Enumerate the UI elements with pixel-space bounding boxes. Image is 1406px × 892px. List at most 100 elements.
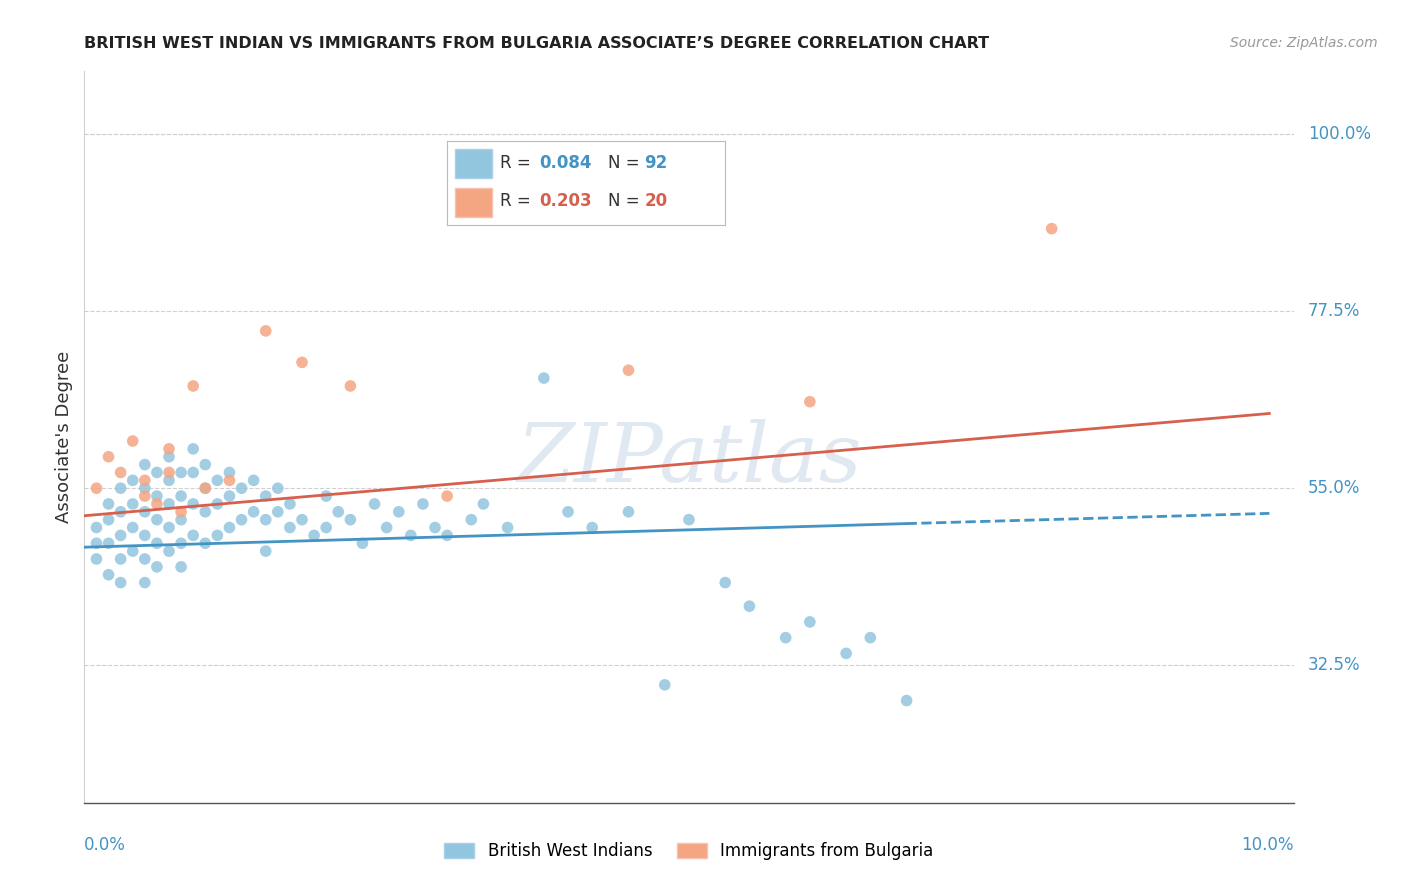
Point: [170, 513, 193, 527]
Point: [218, 473, 240, 487]
Point: [278, 520, 301, 534]
Point: [291, 355, 314, 369]
Point: [242, 505, 264, 519]
Point: [231, 513, 253, 527]
Point: [775, 631, 797, 645]
Point: [110, 505, 132, 519]
Point: [218, 520, 240, 534]
Point: [157, 473, 180, 487]
Point: [896, 693, 918, 707]
Point: [231, 481, 253, 495]
Point: [121, 473, 143, 487]
Point: [218, 489, 240, 503]
Point: [218, 466, 240, 480]
Text: 77.5%: 77.5%: [1308, 302, 1361, 320]
Point: [121, 544, 143, 558]
Point: [678, 513, 700, 527]
Point: [157, 497, 180, 511]
Point: [134, 505, 156, 519]
Text: R =: R =: [501, 193, 536, 211]
Point: [617, 363, 640, 377]
Point: [181, 379, 204, 393]
Point: [134, 552, 156, 566]
Point: [97, 536, 120, 550]
Point: [97, 567, 120, 582]
Point: [86, 552, 108, 566]
Point: [146, 536, 169, 550]
Point: [110, 575, 132, 590]
Point: [328, 505, 350, 519]
Point: [1040, 221, 1063, 235]
Point: [496, 520, 519, 534]
Point: [181, 466, 204, 480]
Point: [352, 536, 374, 550]
Point: [654, 678, 676, 692]
Point: [97, 513, 120, 527]
Point: [170, 489, 193, 503]
Text: 0.203: 0.203: [538, 193, 592, 211]
Point: [242, 473, 264, 487]
Point: [121, 520, 143, 534]
Text: 10.0%: 10.0%: [1241, 836, 1294, 854]
Text: 55.0%: 55.0%: [1308, 479, 1361, 497]
Point: [170, 505, 193, 519]
Point: [97, 450, 120, 464]
Point: [267, 505, 290, 519]
FancyBboxPatch shape: [456, 188, 492, 217]
Point: [581, 520, 603, 534]
Point: [181, 528, 204, 542]
Point: [799, 394, 821, 409]
Text: ZIPatlas: ZIPatlas: [516, 419, 862, 499]
Point: [181, 497, 204, 511]
Text: 0.0%: 0.0%: [84, 836, 127, 854]
Point: [146, 489, 169, 503]
Point: [146, 497, 169, 511]
Point: [302, 528, 325, 542]
Point: [207, 473, 229, 487]
Point: [86, 481, 108, 495]
Point: [157, 520, 180, 534]
Point: [254, 544, 277, 558]
Text: 32.5%: 32.5%: [1308, 657, 1361, 674]
Text: BRITISH WEST INDIAN VS IMMIGRANTS FROM BULGARIA ASSOCIATE’S DEGREE CORRELATION C: BRITISH WEST INDIAN VS IMMIGRANTS FROM B…: [84, 36, 990, 51]
Point: [121, 497, 143, 511]
Text: R =: R =: [501, 153, 536, 172]
Point: [170, 559, 193, 574]
Point: [110, 466, 132, 480]
Text: 100.0%: 100.0%: [1308, 125, 1371, 144]
Text: 0.084: 0.084: [538, 153, 592, 172]
Point: [194, 481, 217, 495]
Point: [315, 520, 337, 534]
FancyBboxPatch shape: [456, 149, 492, 178]
Point: [436, 528, 458, 542]
Point: [134, 481, 156, 495]
Point: [146, 466, 169, 480]
Point: [835, 646, 858, 660]
Point: [146, 559, 169, 574]
Point: [146, 513, 169, 527]
Point: [157, 466, 180, 480]
Point: [472, 497, 495, 511]
Point: [254, 513, 277, 527]
Text: N =: N =: [609, 153, 645, 172]
Point: [278, 497, 301, 511]
Point: [339, 379, 361, 393]
Point: [194, 481, 217, 495]
Point: [436, 489, 458, 503]
Point: [207, 528, 229, 542]
Legend: British West Indians, Immigrants from Bulgaria: British West Indians, Immigrants from Bu…: [444, 842, 934, 860]
Point: [110, 481, 132, 495]
Point: [859, 631, 882, 645]
Point: [388, 505, 411, 519]
Point: [363, 497, 385, 511]
Point: [170, 536, 193, 550]
Point: [254, 324, 277, 338]
Point: [460, 513, 482, 527]
Point: [157, 544, 180, 558]
Point: [134, 473, 156, 487]
Point: [254, 489, 277, 503]
Point: [714, 575, 737, 590]
Point: [412, 497, 434, 511]
Point: [315, 489, 337, 503]
Point: [375, 520, 398, 534]
